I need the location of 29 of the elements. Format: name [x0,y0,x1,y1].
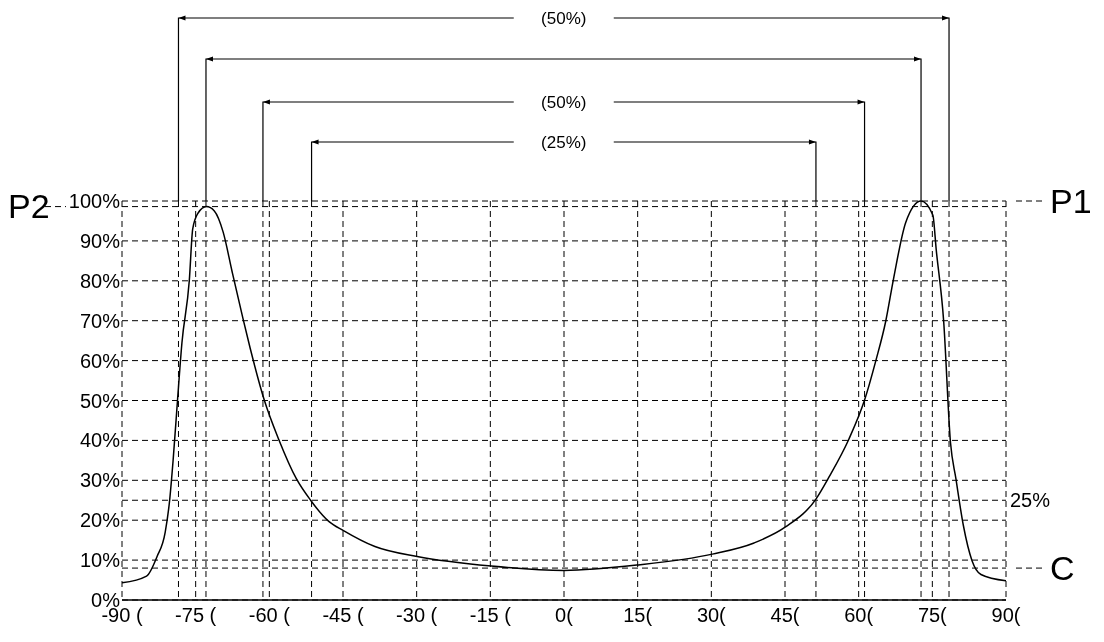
x-tick-label: -30 ( [396,604,438,626]
y-tick-label: 30% [79,469,121,492]
y-tick-label: 20% [79,509,121,532]
text: (50%) [541,8,587,28]
ref-line-label: C [1050,548,1075,587]
x-tick-label: 75( [917,604,948,626]
x-tick-label: 0( [555,604,574,626]
ref-line-label: P2 [8,187,50,226]
text: (25%) [541,132,587,152]
x-tick-label: 15( [623,604,653,626]
x-tick-label: -15 ( [469,604,512,626]
y-tick-label: 60% [79,349,121,372]
y-tick-label: 70% [79,309,121,332]
y-tick-label: 10% [79,549,121,572]
ref-line-label: P1 [1050,181,1092,220]
x-tick-label: 45( [770,604,800,626]
x-tick-label: 30( [696,604,727,626]
y-tick-label: 100% [68,190,121,212]
y-tick-label: 50% [79,389,121,412]
y-tick-label: 40% [79,429,121,452]
x-tick-label: -75 ( [175,604,217,626]
text: (50%) [541,92,587,112]
x-tick-label: -45 ( [322,604,364,626]
ref-line-label: 25% [1010,489,1051,512]
x-tick-label: 90( [991,604,1021,626]
y-tick-label: 90% [79,229,121,252]
x-tick-label: -60 ( [248,604,291,626]
y-tick-label: 80% [79,269,121,292]
x-tick-label: 60( [844,604,874,626]
